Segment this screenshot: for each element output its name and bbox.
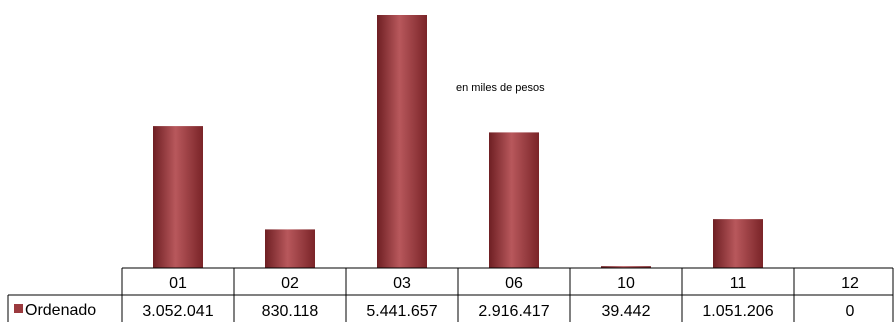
bar-11 — [713, 219, 763, 268]
bar-03 — [377, 15, 427, 268]
data-label-12: 0 — [846, 303, 855, 320]
bar-06 — [489, 132, 539, 268]
data-label-06: 2.916.417 — [478, 303, 549, 320]
data-label-01: 3.052.041 — [142, 303, 213, 320]
tick-label-02: 02 — [281, 275, 299, 292]
data-label-02: 830.118 — [262, 303, 319, 320]
legend-series-name: Ordenado — [25, 302, 96, 319]
bars-group — [153, 15, 763, 268]
data-table: en miles de pesos 01 02 03 06 10 11 12 3.052.04… — [7, 82, 894, 322]
tick-label-03: 03 — [393, 275, 411, 292]
legend-key — [14, 304, 23, 313]
bar-02 — [265, 229, 315, 268]
tick-label-10: 10 — [617, 275, 635, 292]
tick-label-01: 01 — [169, 275, 187, 292]
data-label-11: 1.051.206 — [702, 303, 773, 320]
data-label-10: 39.442 — [602, 303, 651, 320]
chart-annotation: en miles de pesos — [456, 82, 545, 94]
tick-label-12: 12 — [841, 275, 859, 292]
data-label-03: 5.441.657 — [366, 303, 437, 320]
bar-01 — [153, 126, 203, 268]
tick-label-06: 06 — [505, 275, 523, 292]
bar-10 — [601, 266, 651, 268]
tick-label-11: 11 — [730, 275, 747, 292]
